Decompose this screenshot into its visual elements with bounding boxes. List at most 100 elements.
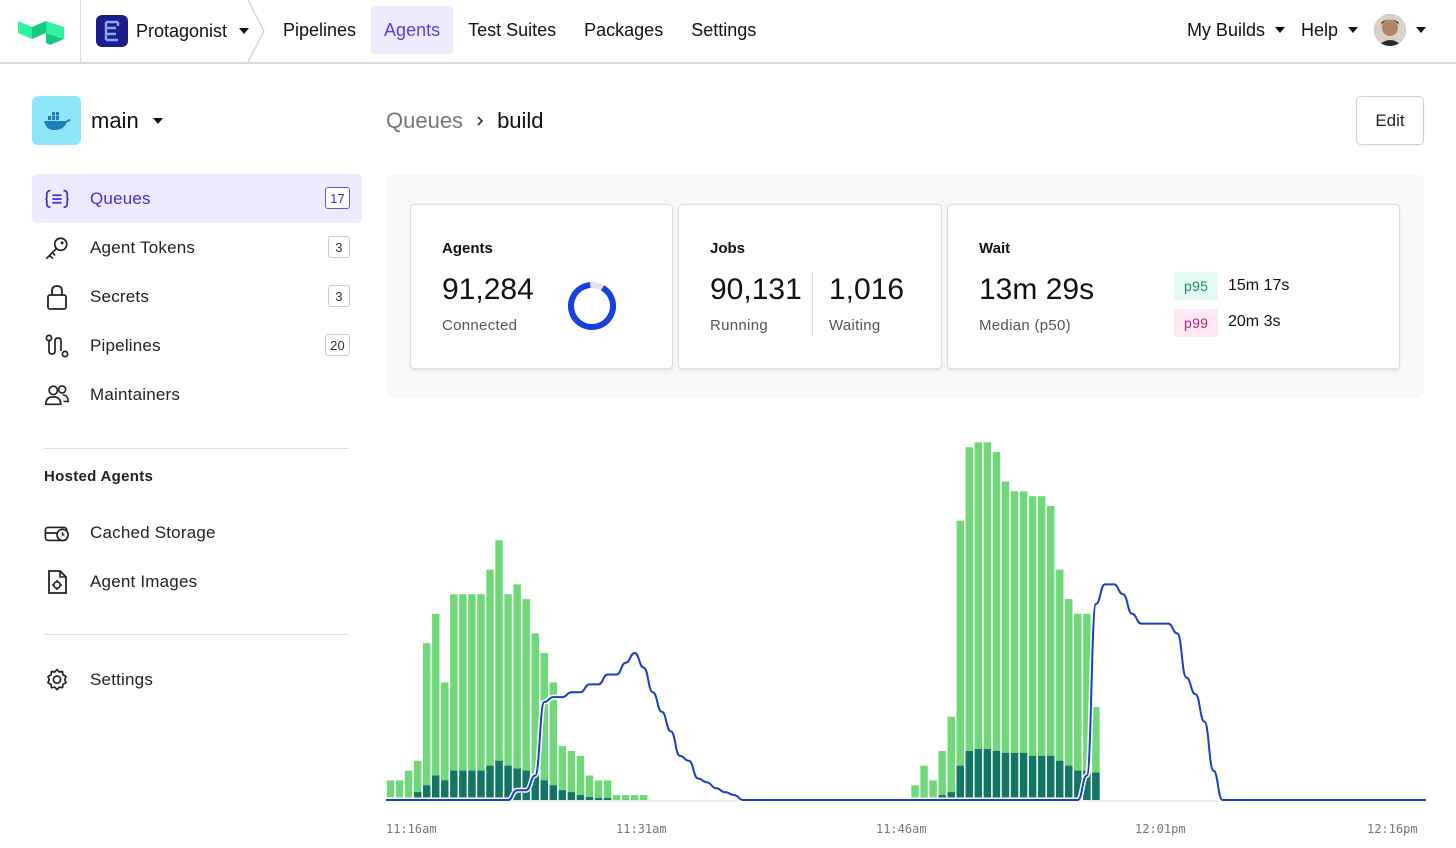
bar-total <box>386 780 395 800</box>
bar-running <box>1028 755 1037 800</box>
bar-total <box>1056 569 1064 800</box>
bar-total <box>1019 491 1028 800</box>
queue-activity-chart <box>386 442 1426 803</box>
chevron-down-icon <box>1416 27 1426 33</box>
my-builds-menu[interactable]: My Builds <box>1187 20 1285 41</box>
bar-total <box>549 682 558 800</box>
agents-connected-value: 91,284 <box>442 273 534 306</box>
chevron-down-icon <box>1348 27 1358 33</box>
buildkite-logo-icon[interactable] <box>18 18 64 48</box>
breadcrumb-queues-link[interactable]: Queues <box>386 108 464 133</box>
bar-total <box>522 599 530 800</box>
bar-running <box>983 749 992 800</box>
sidebar-item-label: Secrets <box>90 286 150 306</box>
sidebar-item-maintainers[interactable]: Maintainers <box>32 370 362 419</box>
pipeline-icon <box>44 333 70 359</box>
bar-total <box>585 775 594 800</box>
bar-running <box>965 751 974 800</box>
sidebar-item-agent-images[interactable]: Agent Images <box>32 557 362 606</box>
bar-running <box>1083 770 1091 800</box>
bar-running <box>947 792 955 800</box>
bar-running <box>477 770 485 800</box>
bar-total <box>576 755 585 800</box>
bar-total <box>621 795 630 800</box>
divider <box>812 273 813 337</box>
count-badge: 17 <box>325 187 350 209</box>
settings-nav: Settings <box>32 655 362 704</box>
org-switcher[interactable]: Protagonist <box>96 15 250 47</box>
bar-running <box>576 795 585 800</box>
bar-total <box>1010 491 1019 800</box>
bar-running <box>495 760 503 800</box>
p95-badge: p95 <box>1174 272 1219 300</box>
bar-total <box>929 780 937 800</box>
bar-total <box>974 442 983 800</box>
sidebar-item-label: Settings <box>90 669 154 689</box>
cluster-name: main <box>91 107 139 133</box>
bar-total <box>1083 613 1091 800</box>
count-badge: 3 <box>328 285 350 307</box>
page-title: build <box>497 108 544 133</box>
bar-running <box>504 765 512 800</box>
jobs-waiting-label: Waiting <box>829 317 881 334</box>
bar-running <box>974 749 983 800</box>
bar-running <box>1074 770 1082 800</box>
chevron-right-icon <box>477 116 484 126</box>
bar-total <box>432 613 440 800</box>
bar-total <box>468 594 476 800</box>
sidebar-item-agent-tokens[interactable]: Agent Tokens 3 <box>32 223 362 272</box>
bar-total <box>540 653 548 800</box>
bar-total <box>395 780 404 800</box>
top-nav: Protagonist Pipelines Agents Test Suites Pa… <box>0 0 1456 64</box>
bar-running <box>413 792 422 800</box>
bar-running <box>486 765 494 800</box>
bar-total <box>504 594 512 800</box>
bar-total <box>938 751 946 800</box>
sidebar-item-settings[interactable]: Settings <box>32 655 362 704</box>
gear-icon <box>44 667 70 693</box>
bar-total <box>404 770 413 800</box>
sidebar-item-label: Agent Images <box>90 571 198 591</box>
wait-median-label: Median (p50) <box>979 317 1071 334</box>
agents-connected-ring <box>568 282 616 330</box>
nav-tab-agents[interactable]: Agents <box>371 6 454 54</box>
wait-card: Wait 13m 29s Median (p50) p95 15m 17s p9… <box>947 204 1400 369</box>
p99-badge: p99 <box>1174 309 1219 337</box>
bar-total <box>1037 496 1046 800</box>
bar-running <box>1037 755 1046 800</box>
bar-running <box>531 775 539 800</box>
hosted-agents-nav: Cached Storage Agent Images <box>32 508 362 606</box>
p99-value: 20m 3s <box>1228 313 1281 330</box>
nav-tab-test-suites[interactable]: Test Suites <box>468 19 557 40</box>
bar-running <box>513 768 521 800</box>
bar-total <box>920 765 928 800</box>
sidebar-item-cached-storage[interactable]: Cached Storage <box>32 508 362 557</box>
bar-total <box>441 682 449 800</box>
bar-total <box>630 795 639 800</box>
bar-running <box>1001 752 1010 800</box>
jobs-card-title: Jobs <box>710 240 746 257</box>
bar-running <box>992 751 1001 800</box>
sidebar-item-pipelines[interactable]: Pipelines 20 <box>32 321 362 370</box>
users-icon <box>44 382 70 408</box>
bar-running <box>1010 752 1019 800</box>
user-menu[interactable] <box>1374 14 1426 46</box>
edit-button[interactable]: Edit <box>1356 96 1424 145</box>
nav-tab-pipelines[interactable]: Pipelines <box>283 19 357 40</box>
jobs-running-label: Running <box>710 317 768 334</box>
bar-running <box>558 790 567 800</box>
bar-running <box>594 798 603 800</box>
bar-running <box>603 798 612 800</box>
bar-total <box>531 633 539 800</box>
help-menu[interactable]: Help <box>1301 20 1358 41</box>
p95-value: 15m 17s <box>1228 277 1290 294</box>
sidebar-item-queues[interactable]: Queues 17 <box>32 174 362 223</box>
bar-running <box>1019 752 1028 800</box>
nav-tab-settings[interactable]: Settings <box>691 19 757 40</box>
org-name: Protagonist <box>136 20 228 41</box>
cluster-switcher[interactable]: main <box>32 96 163 145</box>
bar-total <box>422 643 431 800</box>
nav-tab-packages[interactable]: Packages <box>584 19 664 40</box>
sidebar-item-secrets[interactable]: Secrets 3 <box>32 272 362 321</box>
bar-total <box>450 594 458 800</box>
